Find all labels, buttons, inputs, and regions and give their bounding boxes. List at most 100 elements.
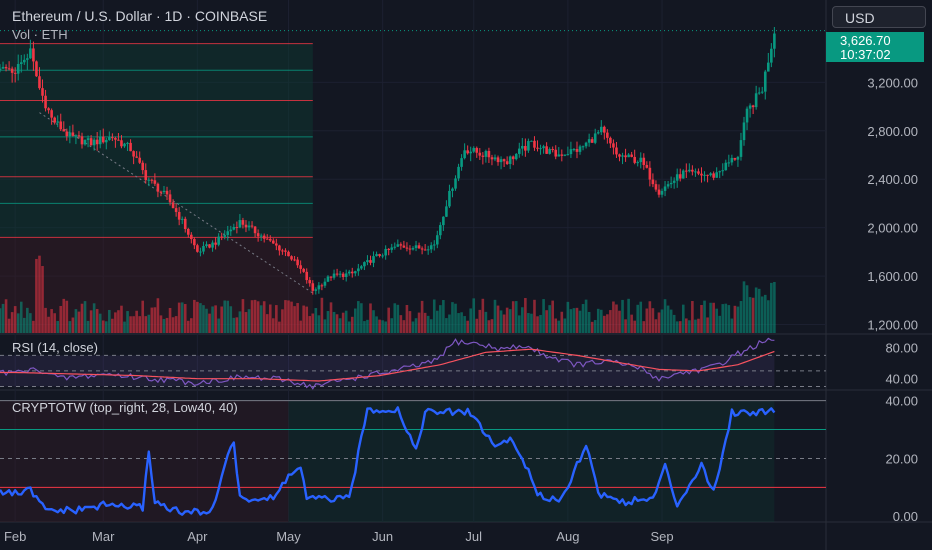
- candle-body: [596, 132, 600, 134]
- candle-body: [666, 184, 670, 187]
- volume-bar: [575, 307, 579, 333]
- candle-body: [721, 170, 725, 172]
- price-tick-label: 3,200.00: [867, 75, 918, 90]
- volume-bar: [250, 300, 254, 333]
- candle-body: [217, 236, 220, 245]
- cryptotw-zone-green: [288, 400, 775, 522]
- candle-body: [505, 161, 509, 165]
- candle-body: [162, 190, 166, 192]
- volume-bar: [238, 311, 242, 333]
- price-pane: [0, 27, 826, 333]
- volume-bar: [448, 314, 451, 333]
- volume-bar: [508, 309, 512, 333]
- candle-body: [293, 259, 296, 261]
- candle-body: [59, 121, 63, 130]
- candle-body: [572, 149, 576, 151]
- candle-body: [718, 171, 722, 173]
- candle-body: [363, 262, 366, 267]
- candle-body: [633, 156, 636, 163]
- volume-bar: [369, 303, 372, 333]
- candle-body: [651, 179, 655, 185]
- candle-body: [114, 138, 117, 140]
- candle-body: [539, 148, 542, 150]
- volume-bar: [347, 321, 351, 333]
- volume-bar: [311, 313, 315, 333]
- candle-body: [199, 251, 202, 253]
- volume-bar: [74, 309, 78, 333]
- candle-body: [238, 220, 242, 228]
- time-tick-label: May: [276, 529, 301, 544]
- candle-body: [715, 172, 718, 178]
- candle-body: [29, 48, 32, 59]
- volume-bar: [129, 316, 132, 333]
- candle-body: [35, 61, 38, 77]
- volume-bar: [293, 306, 296, 333]
- rsi-pane: [0, 337, 826, 390]
- volume-bar: [123, 321, 126, 333]
- volume-bar: [745, 285, 749, 333]
- candle-body: [445, 206, 448, 217]
- volume-bar: [669, 309, 673, 333]
- volume-bar: [296, 303, 299, 333]
- price-tick-label: 1,600.00: [867, 269, 918, 284]
- volume-bar: [721, 304, 725, 333]
- volume-bar: [666, 305, 670, 333]
- candle-body: [287, 251, 290, 257]
- volume-bar: [59, 305, 63, 333]
- volume-bar: [22, 317, 26, 333]
- volume-bar: [493, 299, 497, 333]
- candle-body: [357, 268, 360, 272]
- time-tick-label: Apr: [187, 529, 208, 544]
- candle-body: [290, 256, 293, 260]
- currency-button[interactable]: USD: [832, 6, 926, 28]
- candle-body: [423, 249, 427, 251]
- candle-body: [92, 139, 96, 146]
- volume-bar: [596, 308, 600, 333]
- volume-bar: [590, 321, 594, 333]
- volume-bar: [621, 299, 624, 333]
- volume-bar: [229, 306, 233, 333]
- volume-bar: [259, 305, 263, 333]
- volume-bar: [678, 321, 682, 333]
- candle-body: [760, 91, 764, 93]
- candle-body: [193, 239, 196, 246]
- volume-bar: [593, 320, 597, 333]
- volume-bar: [114, 312, 117, 333]
- volume-bar: [660, 309, 664, 333]
- volume-bar: [344, 310, 348, 333]
- volume-bar: [466, 320, 469, 333]
- candle-body: [429, 245, 433, 250]
- volume-bar: [168, 307, 172, 333]
- volume-bar: [606, 314, 609, 333]
- candle-body: [183, 218, 187, 229]
- candle-body: [384, 248, 387, 256]
- volume-bar: [694, 319, 697, 333]
- candle-body: [111, 137, 114, 139]
- candle-body: [517, 148, 521, 154]
- candle-body: [417, 245, 421, 249]
- candle-body: [98, 136, 102, 145]
- candle-body: [80, 136, 84, 145]
- candle-body: [375, 254, 378, 257]
- volume-bar: [411, 321, 415, 333]
- volume-bar: [350, 316, 354, 333]
- volume-bar: [217, 318, 220, 333]
- volume-bar: [435, 310, 439, 333]
- volume-bar: [402, 320, 406, 333]
- volume-bar: [335, 314, 339, 333]
- candle-body: [141, 162, 145, 171]
- candle-body: [527, 141, 530, 151]
- candle-body: [311, 283, 315, 291]
- candle-body: [442, 216, 445, 226]
- volume-bar: [530, 313, 533, 333]
- candle-body: [475, 147, 479, 153]
- candle-body: [26, 58, 29, 60]
- volume-bar: [95, 309, 99, 333]
- volume-bar: [226, 300, 230, 333]
- candle-body: [50, 110, 53, 118]
- volume-bar: [272, 318, 275, 333]
- candle-body: [180, 218, 184, 220]
- candle-body: [399, 244, 403, 246]
- candle-body: [378, 254, 381, 256]
